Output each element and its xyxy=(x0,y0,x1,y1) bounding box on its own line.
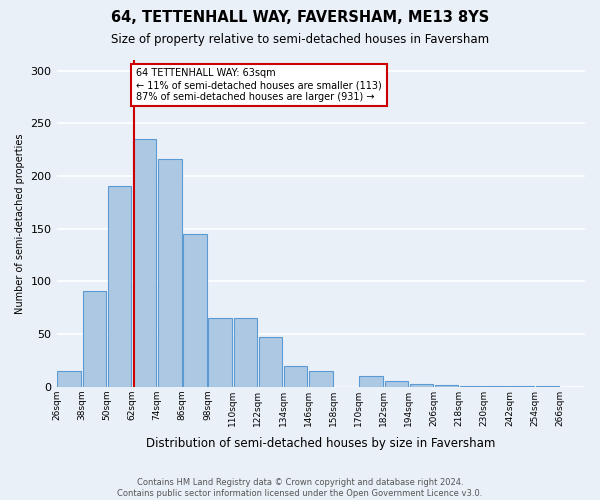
Bar xyxy=(435,384,458,386)
Bar xyxy=(58,371,81,386)
Bar xyxy=(284,366,307,386)
Bar xyxy=(83,291,106,386)
Bar xyxy=(208,318,232,386)
Text: Contains HM Land Registry data © Crown copyright and database right 2024.
Contai: Contains HM Land Registry data © Crown c… xyxy=(118,478,482,498)
X-axis label: Distribution of semi-detached houses by size in Faversham: Distribution of semi-detached houses by … xyxy=(146,437,496,450)
Y-axis label: Number of semi-detached properties: Number of semi-detached properties xyxy=(15,133,25,314)
Bar xyxy=(158,159,182,386)
Text: 64 TETTENHALL WAY: 63sqm
← 11% of semi-detached houses are smaller (113)
87% of : 64 TETTENHALL WAY: 63sqm ← 11% of semi-d… xyxy=(136,68,382,102)
Bar xyxy=(309,371,332,386)
Bar xyxy=(385,382,408,386)
Bar xyxy=(133,139,157,386)
Text: Size of property relative to semi-detached houses in Faversham: Size of property relative to semi-detach… xyxy=(111,32,489,46)
Bar xyxy=(183,234,206,386)
Bar xyxy=(259,337,282,386)
Text: 64, TETTENHALL WAY, FAVERSHAM, ME13 8YS: 64, TETTENHALL WAY, FAVERSHAM, ME13 8YS xyxy=(111,10,489,25)
Bar xyxy=(359,376,383,386)
Bar xyxy=(233,318,257,386)
Bar xyxy=(108,186,131,386)
Bar xyxy=(410,384,433,386)
